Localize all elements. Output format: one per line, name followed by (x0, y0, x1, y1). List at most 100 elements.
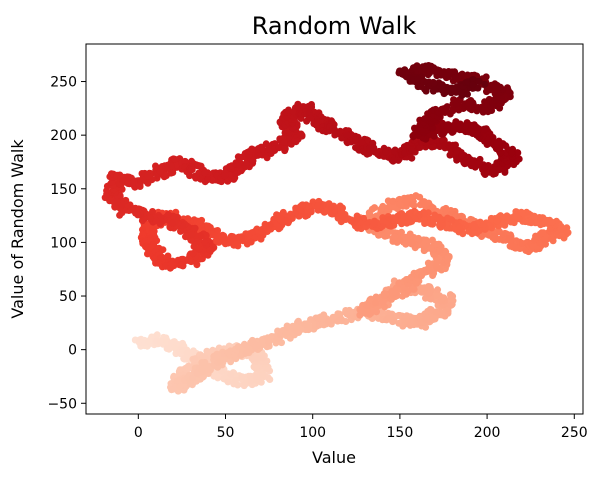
plot-frame (85, 43, 584, 415)
data-point (465, 227, 473, 235)
data-point (201, 238, 208, 246)
data-point (327, 203, 335, 211)
data-point (474, 78, 482, 85)
data-point (448, 128, 456, 136)
data-point (426, 69, 434, 77)
data-point (322, 207, 330, 215)
data-point (296, 131, 304, 139)
data-point (439, 130, 447, 138)
data-point (408, 200, 416, 208)
data-point (493, 81, 501, 89)
data-point (347, 308, 355, 316)
data-point (197, 232, 205, 240)
y-tick-label: 0 (68, 343, 77, 359)
data-point (430, 132, 438, 140)
data-point (252, 343, 260, 351)
data-point (373, 308, 380, 316)
data-point (343, 139, 351, 147)
data-point (204, 176, 212, 184)
data-point (212, 237, 220, 245)
data-point (403, 219, 411, 227)
data-point (221, 172, 229, 180)
data-point (388, 315, 396, 323)
data-point (391, 233, 399, 241)
data-point (439, 221, 447, 229)
data-point (381, 303, 389, 311)
data-point (265, 339, 273, 347)
data-point (186, 172, 194, 180)
data-point (227, 371, 235, 379)
data-point (427, 245, 435, 252)
data-point (159, 246, 167, 254)
data-point (178, 261, 186, 269)
data-point (481, 80, 489, 88)
data-point (408, 239, 416, 247)
data-point (482, 73, 490, 81)
data-point (425, 290, 433, 298)
x-axis: 0 50 100 150 200 250 (134, 414, 588, 441)
data-point (510, 219, 518, 227)
data-point (481, 106, 489, 114)
data-point (214, 374, 222, 382)
data-point (275, 144, 283, 152)
data-point (164, 211, 172, 218)
data-point (280, 138, 288, 146)
data-point (386, 202, 394, 210)
data-point (451, 74, 459, 81)
data-point (380, 290, 388, 298)
data-point (548, 218, 556, 226)
data-point (191, 224, 199, 232)
data-point (527, 219, 535, 227)
data-point (446, 291, 454, 299)
data-point (212, 351, 220, 359)
data-point (189, 374, 197, 382)
data-point (418, 284, 426, 292)
data-point (268, 333, 276, 340)
data-point (232, 160, 240, 168)
data-point (469, 81, 477, 89)
data-point (408, 146, 416, 154)
data-point (167, 162, 175, 170)
data-point (504, 214, 512, 222)
data-point (429, 124, 437, 132)
data-point (187, 166, 195, 174)
data-point (512, 211, 519, 219)
data-point (156, 338, 164, 346)
data-point (420, 243, 428, 251)
data-point (489, 134, 497, 141)
y-axis: −50 0 50 100 150 200 250 (47, 75, 86, 412)
data-point (284, 323, 292, 331)
data-point (264, 374, 272, 382)
data-point (564, 229, 572, 237)
data-point (458, 92, 466, 99)
data-point (352, 136, 359, 144)
data-point (414, 75, 422, 83)
data-point (444, 214, 451, 222)
data-point (536, 214, 544, 222)
data-point (397, 218, 405, 226)
chart-title: Random Walk (252, 12, 417, 40)
x-tick-label: 250 (561, 425, 588, 441)
data-point (406, 230, 414, 238)
data-point (258, 354, 266, 362)
y-tick-label: −50 (47, 396, 77, 412)
data-point (382, 148, 390, 156)
data-point (456, 126, 464, 134)
x-axis-label: Value (312, 448, 356, 467)
data-point (339, 212, 347, 220)
data-point (336, 202, 344, 210)
data-point (432, 308, 440, 316)
data-point (474, 84, 482, 92)
data-point (502, 142, 510, 150)
data-point (428, 236, 436, 244)
data-point (392, 289, 400, 297)
x-tick-label: 50 (217, 425, 235, 441)
data-point (426, 283, 434, 291)
y-tick-label: 150 (50, 182, 77, 198)
data-point (165, 345, 173, 353)
data-point (398, 70, 406, 78)
data-point (242, 349, 250, 357)
data-point (250, 363, 258, 371)
data-point (243, 240, 251, 248)
